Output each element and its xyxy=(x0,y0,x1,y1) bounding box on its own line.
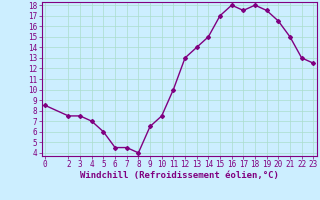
X-axis label: Windchill (Refroidissement éolien,°C): Windchill (Refroidissement éolien,°C) xyxy=(80,171,279,180)
